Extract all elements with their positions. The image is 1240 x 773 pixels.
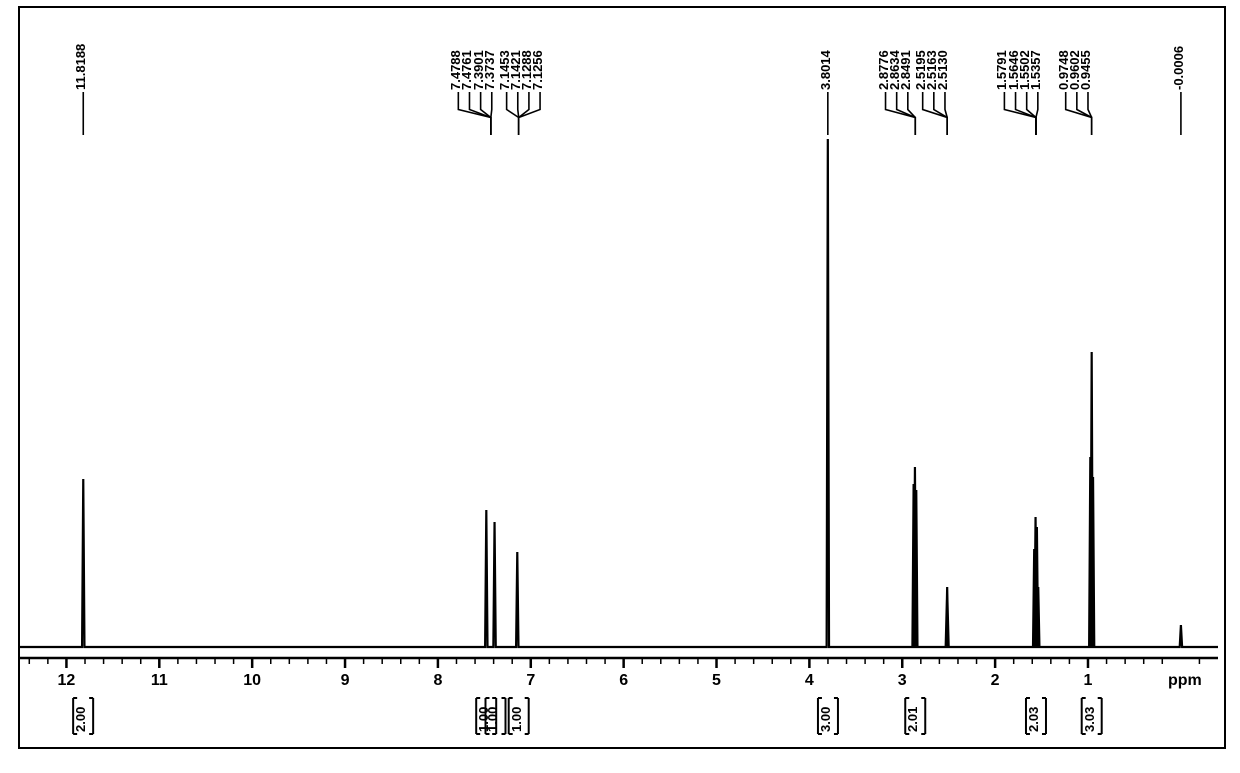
integral-label: 2.03 <box>1026 707 1041 732</box>
peak-label: 2.8491 <box>898 50 913 90</box>
axis-tick-label: 12 <box>58 672 76 690</box>
peak-label: 3.8014 <box>818 50 833 90</box>
axis-tick-label: 2 <box>991 672 1000 690</box>
peak-label: 1.5357 <box>1028 50 1043 90</box>
axis-tick-label: 7 <box>526 672 535 690</box>
integral-label: 3.03 <box>1082 707 1097 732</box>
nmr-svg <box>0 0 1240 773</box>
peak-label: -0.0006 <box>1171 46 1186 90</box>
nmr-chart: 11.81887.47887.47617.39017.37377.14537.1… <box>0 0 1240 773</box>
integral-label: 1.00 <box>509 707 524 732</box>
peak-label: 2.5130 <box>935 50 950 90</box>
axis-tick-label: 9 <box>341 672 350 690</box>
peak-label: 11.8188 <box>73 44 88 90</box>
peak-label: 0.9455 <box>1078 50 1093 90</box>
integral-label: 2.00 <box>73 707 88 732</box>
axis-tick-label: 10 <box>243 672 261 690</box>
integral-label: 2.01 <box>905 707 920 732</box>
axis-tick-label: 6 <box>619 672 628 690</box>
integral-label: 3.00 <box>818 707 833 732</box>
axis-tick-label: 5 <box>712 672 721 690</box>
axis-tick-label: 8 <box>433 672 442 690</box>
peak-label: 7.1256 <box>530 50 545 90</box>
axis-tick-label: 1 <box>1084 672 1093 690</box>
axis-tick-label: 3 <box>898 672 907 690</box>
axis-unit-label: ppm <box>1168 672 1202 690</box>
axis-tick-label: 11 <box>151 672 168 690</box>
axis-tick-label: 4 <box>805 672 814 690</box>
peak-label: 7.3737 <box>482 50 497 90</box>
integral-label: 1.00 <box>485 707 500 732</box>
